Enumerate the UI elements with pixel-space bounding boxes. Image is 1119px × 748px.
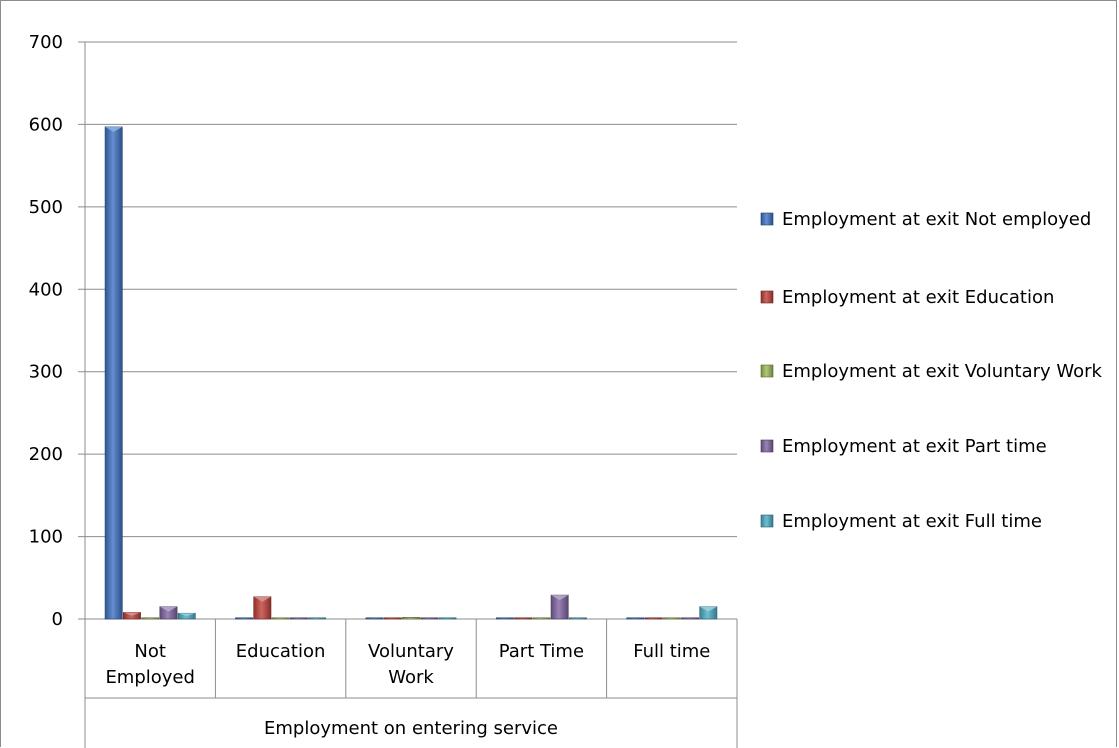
bar — [699, 606, 718, 620]
y-tick-label: 300 — [29, 362, 63, 383]
x-axis-title: Employment on entering service — [264, 718, 558, 739]
y-tick-label: 0 — [52, 609, 63, 630]
bar — [644, 617, 663, 620]
legend-swatch — [760, 364, 774, 378]
legend-item: Employment at exit Voluntary Work — [760, 361, 1103, 382]
y-tick-label: 400 — [29, 279, 63, 300]
y-axis-ticks: 0 100 200 300 400 500 600 700 — [29, 32, 63, 630]
bar — [626, 617, 645, 620]
bar — [141, 617, 160, 620]
category-label: Full time — [633, 641, 710, 662]
legend-item: Employment at exit Not employed — [760, 209, 1091, 230]
grid-lines — [78, 41, 737, 620]
legend-label: Employment at exit Part time — [782, 436, 1047, 457]
bar — [514, 617, 533, 620]
category-label: Voluntary Work — [368, 641, 454, 688]
bar — [289, 617, 308, 620]
bar — [123, 612, 141, 620]
axes — [84, 42, 738, 748]
legend-swatch — [760, 439, 774, 453]
bars — [104, 126, 718, 620]
bar — [495, 617, 514, 620]
legend: Employment at exit Not employed Employmen… — [760, 209, 1103, 532]
legend-item: Employment at exit Education — [760, 287, 1054, 308]
y-tick-label: 200 — [29, 444, 63, 465]
y-tick-label: 500 — [29, 197, 63, 218]
bar — [365, 617, 384, 620]
bar — [235, 617, 254, 620]
bar — [438, 617, 457, 620]
bar — [402, 617, 420, 620]
legend-label: Employment at exit Voluntary Work — [782, 361, 1103, 382]
category-label: Not Employed — [105, 641, 195, 688]
legend-swatch — [760, 514, 774, 528]
bar — [568, 617, 587, 620]
category-labels: Not Employed Education Voluntary Work Part Ti… — [105, 641, 710, 688]
category-label: Part Time — [499, 641, 584, 662]
legend-item: Employment at exit Part time — [760, 436, 1047, 457]
bar — [662, 617, 681, 620]
legend-swatch — [760, 212, 774, 226]
bar — [550, 594, 569, 620]
bar — [532, 617, 551, 620]
bar — [177, 612, 196, 620]
bar — [159, 606, 178, 620]
y-tick-label: 700 — [29, 32, 63, 53]
y-tick-label: 100 — [29, 527, 63, 548]
bar — [383, 617, 402, 620]
bar — [253, 596, 272, 620]
bar — [420, 617, 439, 620]
bar — [271, 617, 290, 620]
bar — [681, 617, 699, 620]
legend-swatch — [760, 290, 774, 304]
legend-item: Employment at exit Full time — [760, 511, 1042, 532]
category-label: Education — [236, 641, 326, 662]
y-tick-label: 600 — [29, 114, 63, 135]
bar — [308, 617, 327, 620]
legend-label: Employment at exit Not employed — [782, 209, 1091, 230]
bar — [104, 126, 123, 620]
legend-label: Employment at exit Full time — [782, 511, 1042, 532]
legend-label: Employment at exit Education — [782, 287, 1054, 308]
